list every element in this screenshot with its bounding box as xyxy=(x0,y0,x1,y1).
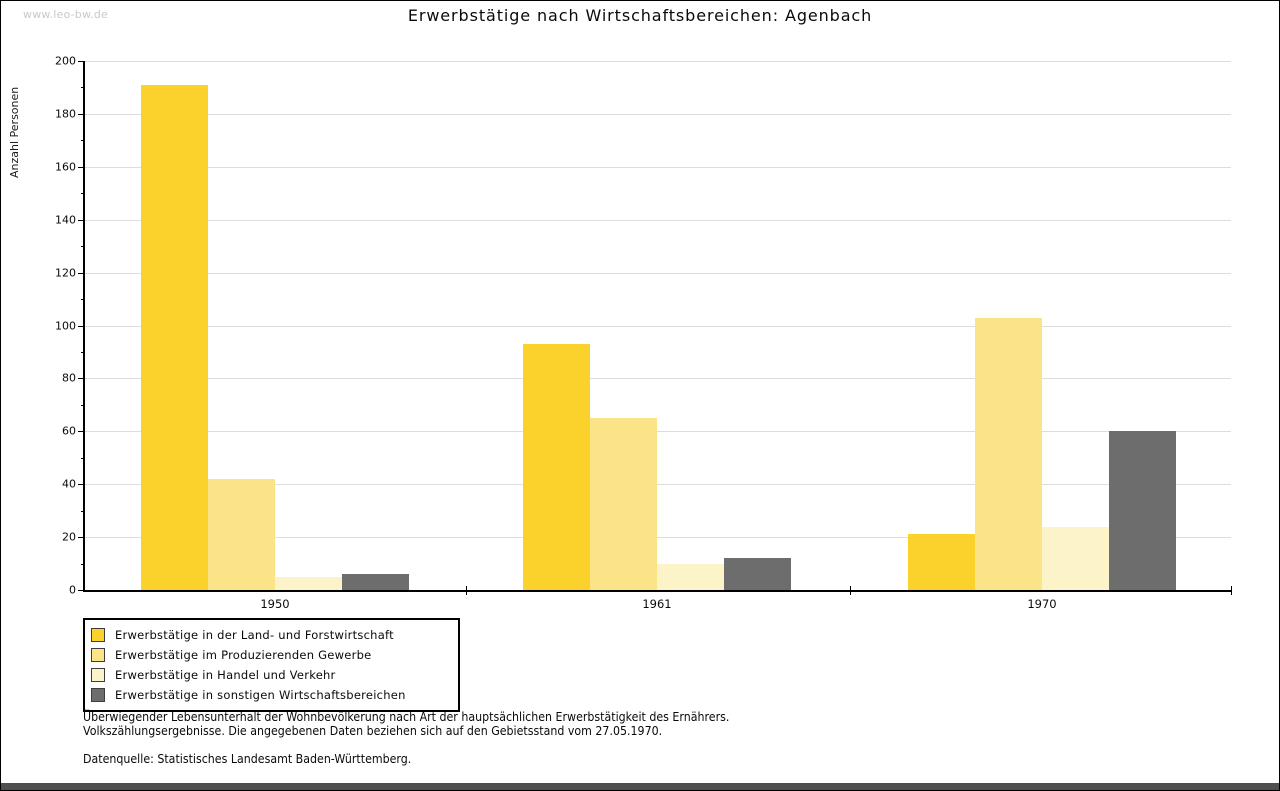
legend-label: Erwerbstätige in der Land- und Forstwirt… xyxy=(115,628,394,642)
gridline xyxy=(85,61,1231,62)
bar xyxy=(208,478,275,590)
x-axis-tick xyxy=(1231,586,1232,595)
chart-title: Erwerbstätige nach Wirtschaftsbereichen:… xyxy=(407,6,873,25)
y-axis-tick xyxy=(78,61,85,62)
legend-label: Erwerbstätige in Handel und Verkehr xyxy=(115,668,336,682)
footnotes: Überwiegender Lebensunterhalt der Wohnbe… xyxy=(83,710,730,767)
legend-swatch xyxy=(91,668,105,682)
bar xyxy=(975,317,1042,590)
gridline xyxy=(85,431,1231,433)
y-axis-tick xyxy=(78,272,85,274)
bar xyxy=(657,563,724,590)
bar xyxy=(724,558,791,590)
y-axis-tick xyxy=(78,537,85,539)
y-tick-label: 140 xyxy=(55,213,76,227)
gridline xyxy=(85,378,1231,380)
bar xyxy=(141,84,208,590)
gridline xyxy=(85,166,1231,168)
gridline xyxy=(85,113,1231,115)
y-axis-tick xyxy=(78,219,85,221)
legend: Erwerbstätige in der Land- und Forstwirt… xyxy=(83,618,460,712)
y-axis-tick xyxy=(78,325,85,327)
y-axis-tick xyxy=(78,590,85,591)
x-tick-label: 1961 xyxy=(642,597,672,611)
x-axis-tick xyxy=(850,586,851,595)
x-axis-tick xyxy=(466,586,467,595)
bar xyxy=(1042,526,1109,590)
y-tick-label: 160 xyxy=(55,160,76,174)
y-axis-minor-tick xyxy=(81,351,85,353)
x-tick-label: 1970 xyxy=(1027,597,1057,611)
legend-item: Erwerbstätige in sonstigen Wirtschaftsbe… xyxy=(91,685,458,705)
legend-label: Erwerbstätige in sonstigen Wirtschaftsbe… xyxy=(115,688,406,702)
legend-label: Erwerbstätige im Produzierenden Gewerbe xyxy=(115,648,372,662)
y-axis-tick xyxy=(78,484,85,486)
y-tick-label: 180 xyxy=(55,107,76,121)
data-source: Datenquelle: Statistisches Landesamt Bad… xyxy=(83,752,412,766)
bar xyxy=(590,418,657,590)
y-axis-tick xyxy=(78,113,85,115)
y-axis-tick xyxy=(78,378,85,380)
y-axis-minor-tick xyxy=(81,404,85,406)
y-axis-tick xyxy=(78,166,85,168)
legend-item: Erwerbstätige in der Land- und Forstwirt… xyxy=(91,625,458,645)
y-tick-label: 60 xyxy=(62,424,76,438)
gridline xyxy=(85,272,1231,274)
gridline xyxy=(85,537,1231,539)
y-tick-label: 100 xyxy=(55,319,76,332)
gridline xyxy=(85,484,1231,486)
y-tick-label: 20 xyxy=(62,530,76,544)
legend-swatch xyxy=(91,688,105,702)
gridline xyxy=(85,325,1231,327)
footnote-line-2: Volkszählungsergebnisse. Die angegebenen… xyxy=(83,723,663,738)
y-axis-minor-tick xyxy=(81,457,85,459)
y-tick-label: 40 xyxy=(62,477,76,491)
y-axis-minor-tick xyxy=(81,193,85,195)
x-tick-label: 1950 xyxy=(260,597,290,611)
y-tick-label: 200 xyxy=(55,54,76,68)
footnote-line-1: Überwiegender Lebensunterhalt der Wohnbe… xyxy=(83,710,730,724)
legend-swatch xyxy=(91,648,105,662)
y-axis-minor-tick xyxy=(81,140,85,142)
legend-swatch xyxy=(91,628,105,642)
bar xyxy=(908,534,975,590)
y-axis-tick xyxy=(78,431,85,433)
y-tick-label: 120 xyxy=(55,266,76,280)
bar xyxy=(275,576,342,590)
y-axis-minor-tick xyxy=(81,563,85,565)
watermark: www.leo-bw.de xyxy=(23,8,109,21)
bar xyxy=(523,344,590,590)
y-tick-label: 80 xyxy=(62,371,76,385)
bottom-bar xyxy=(1,783,1279,790)
y-axis-minor-tick xyxy=(81,246,85,248)
gridline xyxy=(85,219,1231,221)
bar xyxy=(342,574,409,590)
bar xyxy=(1109,431,1176,590)
y-axis-minor-tick xyxy=(81,510,85,512)
y-axis-minor-tick xyxy=(81,87,85,89)
legend-item: Erwerbstätige im Produzierenden Gewerbe xyxy=(91,645,458,665)
legend-item: Erwerbstätige in Handel und Verkehr xyxy=(91,665,458,685)
plot-area: 0 20 40 60 80 100 120 140 160 180 200 1950 1961 1970 xyxy=(55,55,1232,611)
y-axis-minor-tick xyxy=(81,299,85,301)
y-tick-label: 0 xyxy=(69,583,76,597)
y-axis-title: Anzahl Personen xyxy=(8,86,21,178)
